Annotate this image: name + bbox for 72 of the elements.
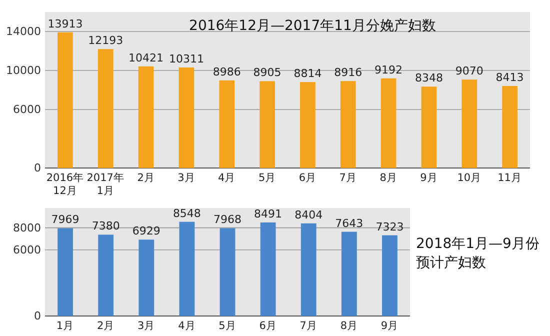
x-tick-label: 3月 [138, 320, 156, 332]
data-label: 9070 [455, 64, 484, 78]
x-tick-label: 6月 [298, 172, 317, 184]
data-label: 7968 [214, 213, 242, 226]
data-label: 7380 [92, 220, 120, 233]
x-tick-label: 5月 [258, 172, 276, 184]
data-label: 8491 [254, 207, 282, 220]
data-label: 8814 [294, 67, 322, 80]
bar [98, 49, 114, 168]
data-label: 7643 [335, 216, 364, 230]
bar [300, 223, 316, 316]
x-tick-label: 6月 [259, 320, 277, 332]
data-label: 12193 [88, 34, 124, 48]
bar [138, 240, 154, 316]
x-tick-label: 11月 [498, 172, 522, 184]
x-tick-label: 3月 [178, 172, 196, 184]
data-label: 8905 [253, 66, 282, 80]
text: 2018年1月—9月份预计产妇数 [416, 236, 540, 271]
y-tick-label: 6000 [13, 243, 41, 256]
bar [341, 232, 357, 316]
bar [462, 80, 478, 168]
x-tick-label: 2月 [137, 172, 155, 184]
x-tick-label: 9月 [420, 172, 438, 184]
data-label: 6929 [132, 224, 160, 238]
x-tick-label: 9月 [380, 320, 399, 332]
x-tick-label: 7月 [339, 172, 357, 184]
bar [220, 228, 236, 316]
x-tick-label: 2016年 12月 [46, 172, 84, 197]
data-label: 8548 [172, 206, 201, 220]
x-tick-label: 8月 [380, 172, 398, 184]
data-label: 8413 [496, 70, 524, 84]
data-label: 13913 [48, 17, 83, 30]
y-tick-label: 0 [34, 310, 41, 323]
y-tick-label: 14000 [6, 25, 41, 38]
bar [219, 80, 235, 168]
bar [58, 32, 73, 168]
x-tick-label: 7月 [300, 320, 318, 332]
y-tick-label: 8000 [13, 221, 41, 234]
bar [178, 67, 194, 168]
x-tick-label: 4月 [218, 172, 236, 184]
x-tick-label: 8月 [340, 320, 358, 332]
bar [98, 234, 114, 316]
data-label: 10421 [128, 51, 164, 64]
data-label: 9192 [374, 63, 403, 76]
data-label: 8404 [294, 208, 323, 222]
bar [179, 222, 195, 316]
data-label: 7969 [51, 213, 80, 226]
x-tick-label: 1月 [56, 320, 74, 332]
bar [300, 82, 316, 168]
y-tick-label: 10000 [6, 64, 41, 78]
bar [382, 235, 398, 316]
data-label: 7323 [376, 220, 404, 234]
bar [340, 81, 356, 168]
chart-title: 2016年12月—2017年11月分娩产妇数 [189, 18, 436, 34]
y-tick-label: 6000 [13, 103, 41, 116]
bar [380, 78, 396, 168]
bar [260, 222, 276, 316]
x-tick-label: 5月 [218, 320, 236, 332]
data-label: 10311 [168, 52, 204, 66]
data-label: 8348 [414, 72, 443, 85]
x-tick-label: 4月 [178, 320, 196, 332]
x-tick-label: 2月 [96, 320, 115, 332]
bar [502, 86, 518, 168]
data-label: 8986 [212, 65, 241, 78]
bar [260, 81, 275, 168]
x-tick-label: 10月 [457, 172, 482, 184]
y-tick-label: 0 [34, 162, 41, 175]
bar [138, 66, 154, 168]
bar [58, 228, 73, 316]
data-label: 8916 [334, 66, 362, 80]
x-tick-label: 2017年 1月 [86, 172, 124, 197]
bar [421, 86, 437, 168]
